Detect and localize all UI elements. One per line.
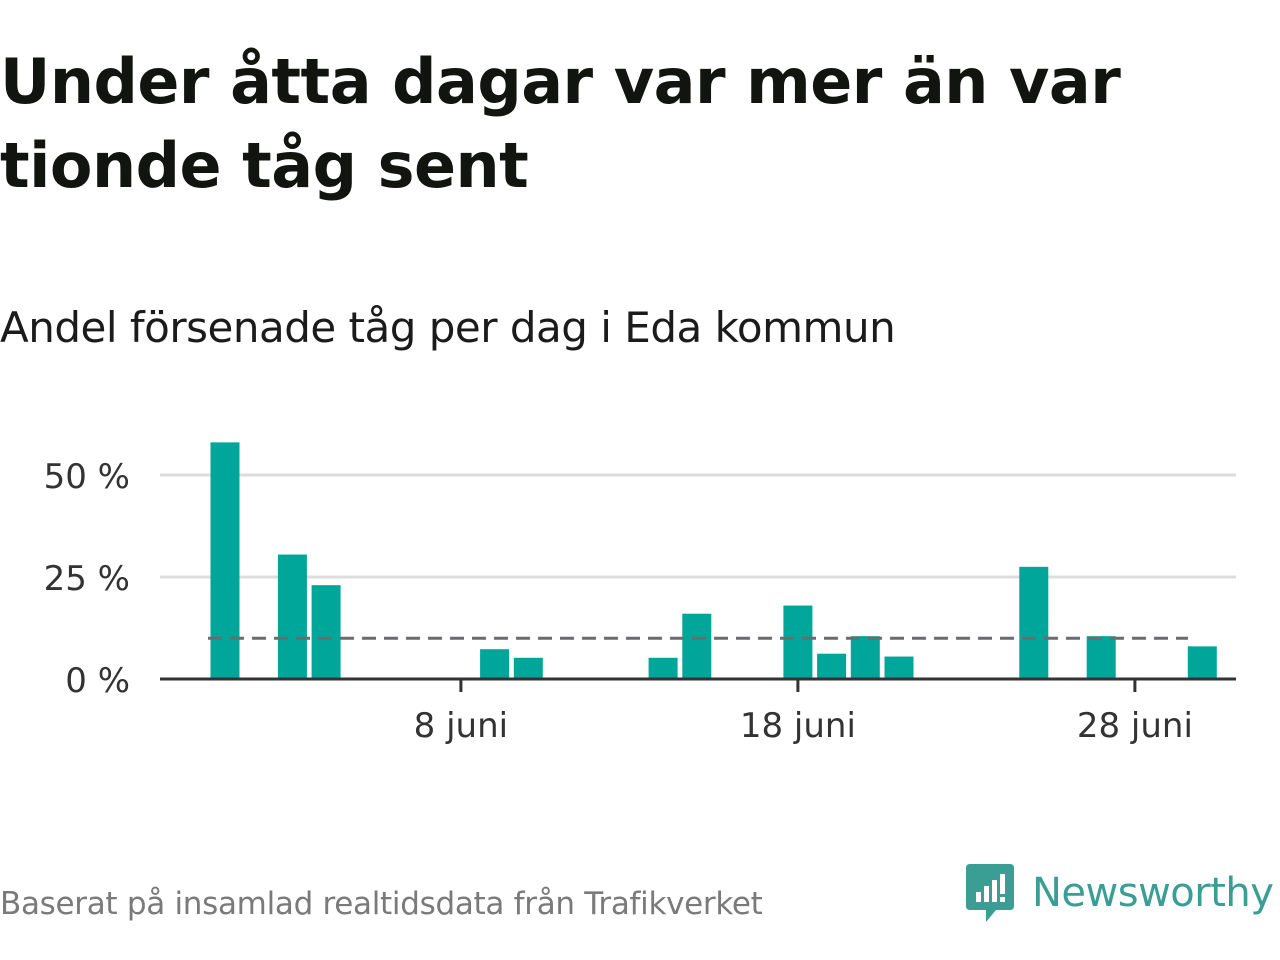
brand-logo[interactable]: Newsworthy (964, 862, 1274, 924)
y-tick-label: 50 % (44, 457, 130, 497)
bar-chart: 0 % 25 % 50 % 8 juni 18 juni 28 juni (44, 442, 1236, 746)
y-tick-label: 0 % (65, 661, 130, 701)
bar[interactable] (682, 613, 712, 679)
bar[interactable] (1187, 646, 1217, 679)
bar[interactable] (648, 657, 678, 679)
chart-title: Under åtta dagar var mer än var tionde t… (0, 45, 1121, 202)
bar[interactable] (1086, 636, 1116, 679)
bar[interactable] (513, 657, 543, 679)
bar[interactable] (480, 649, 510, 679)
bar[interactable] (1019, 566, 1049, 679)
brand-name: Newsworthy (1032, 870, 1274, 916)
bar[interactable] (210, 442, 240, 679)
bar[interactable] (783, 605, 813, 679)
newsworthy-logo-icon (966, 864, 1014, 922)
bar[interactable] (817, 653, 847, 679)
x-tick-label: 18 juni (740, 706, 856, 746)
bar[interactable] (311, 585, 341, 679)
bar[interactable] (884, 656, 914, 679)
source-note: Baserat på insamlad realtidsdata från Tr… (0, 886, 763, 922)
x-tick-label: 8 juni (414, 706, 508, 746)
chart-subtitle: Andel försenade tåg per dag i Eda kommun (0, 303, 896, 352)
bar[interactable] (277, 554, 307, 679)
y-tick-label: 25 % (44, 559, 130, 599)
x-tick-label: 28 juni (1077, 706, 1193, 746)
bar[interactable] (850, 636, 880, 679)
